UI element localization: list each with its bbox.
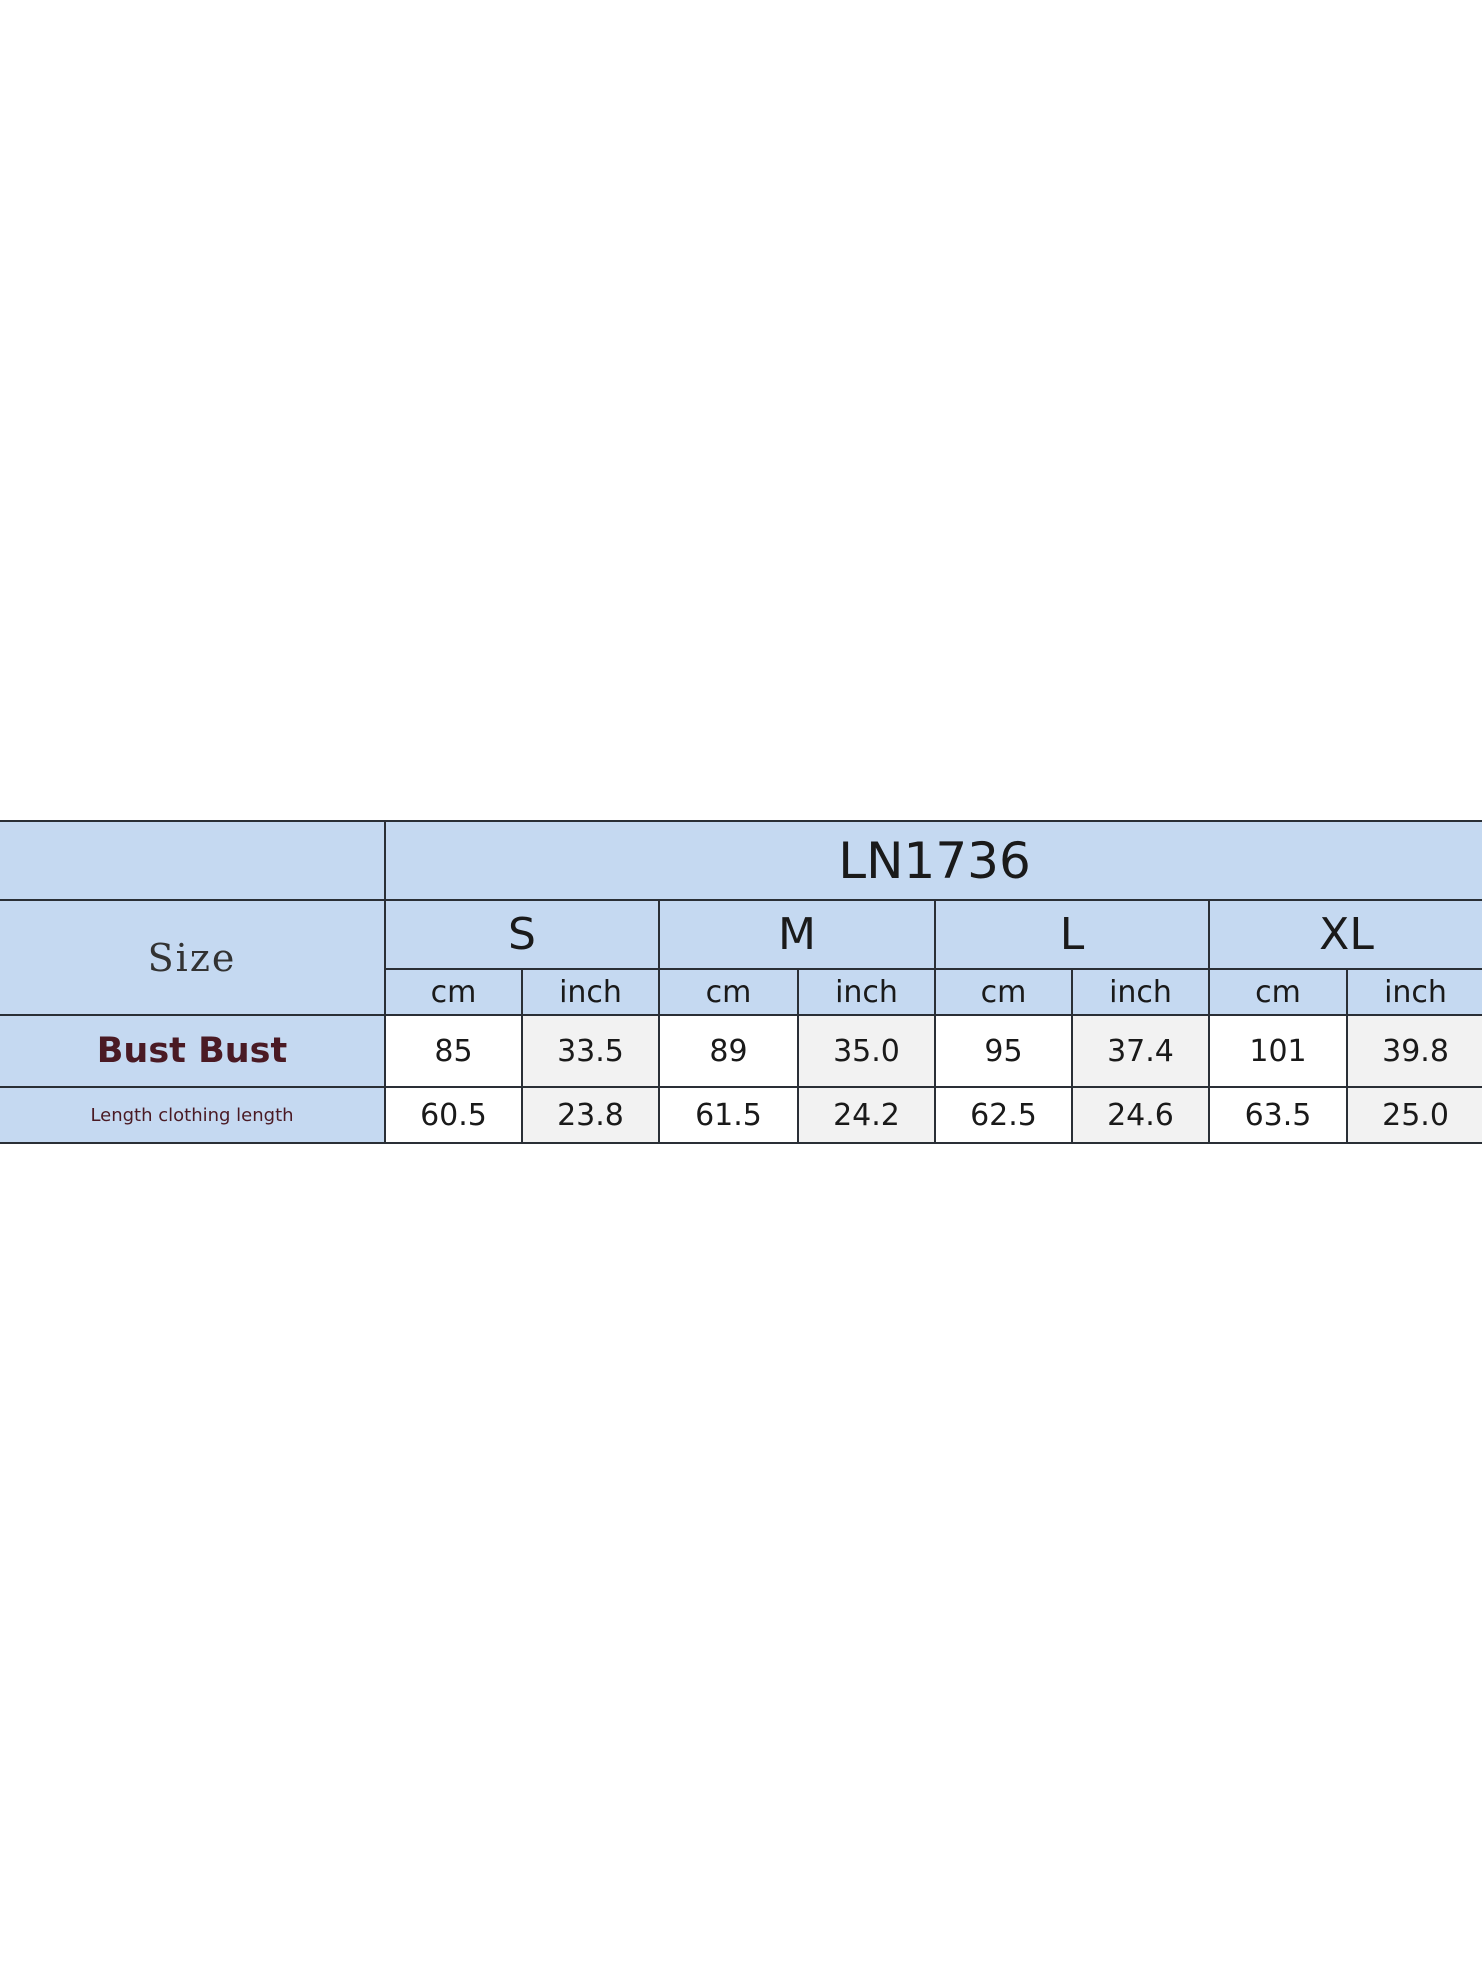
value-cell: 25.0 bbox=[1345, 1086, 1482, 1144]
size-l: L bbox=[934, 899, 1210, 970]
size-xl: XL bbox=[1207, 899, 1482, 970]
unit-inch: inch bbox=[1345, 968, 1482, 1016]
value-cell: 62.5 bbox=[934, 1086, 1073, 1144]
blank-corner-cell bbox=[0, 820, 386, 901]
value-cell: 89 bbox=[658, 1014, 799, 1088]
value-cell: 33.5 bbox=[521, 1014, 660, 1088]
unit-cm: cm bbox=[934, 968, 1073, 1016]
unit-cm: cm bbox=[385, 968, 523, 1016]
unit-inch: inch bbox=[521, 968, 660, 1016]
value-cell: 23.8 bbox=[521, 1086, 660, 1144]
value-cell: 61.5 bbox=[658, 1086, 799, 1144]
model-title: LN1736 bbox=[383, 820, 1482, 901]
unit-inch: inch bbox=[797, 968, 936, 1016]
value-cell: 35.0 bbox=[797, 1014, 936, 1088]
value-cell: 60.5 bbox=[384, 1086, 523, 1144]
size-row: Size S M L XL bbox=[0, 899, 1482, 1016]
row-label: Length clothing length bbox=[0, 1086, 386, 1144]
table-row-length: Length clothing length 60.5 23.8 61.5 24… bbox=[0, 1086, 1482, 1144]
value-cell: 24.2 bbox=[797, 1086, 936, 1144]
unit-cm: cm bbox=[658, 968, 799, 1016]
value-cell: 101 bbox=[1208, 1014, 1348, 1088]
value-cell: 39.8 bbox=[1345, 1014, 1482, 1088]
unit-cm: cm bbox=[1208, 968, 1348, 1016]
size-s: S bbox=[384, 899, 660, 970]
size-chart-table: LN1736 Size S M L XL cm inch cm inch cm … bbox=[0, 820, 1482, 1144]
unit-inch: inch bbox=[1071, 968, 1210, 1016]
table-row-bust: Bust Bust 85 33.5 89 35.0 95 37.4 101 39… bbox=[0, 1014, 1482, 1088]
title-row: LN1736 bbox=[0, 820, 1482, 901]
value-cell: 37.4 bbox=[1071, 1014, 1210, 1088]
value-cell: 95 bbox=[934, 1014, 1073, 1088]
size-m: M bbox=[658, 899, 936, 970]
unit-row: cm inch cm inch cm inch cm inch bbox=[0, 968, 1482, 1016]
value-cell: 24.6 bbox=[1071, 1086, 1210, 1144]
value-cell: 63.5 bbox=[1208, 1086, 1348, 1144]
value-cell: 85 bbox=[384, 1014, 523, 1088]
size-label: Size bbox=[0, 899, 386, 1016]
row-label: Bust Bust bbox=[0, 1014, 386, 1088]
